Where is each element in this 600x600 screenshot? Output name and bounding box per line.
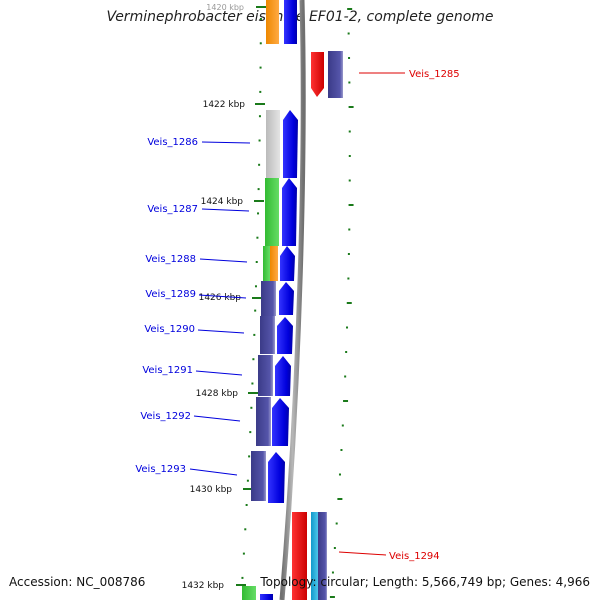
- position-ticks: 1420 kbp 1422 kbp 1424 kbp 1426 kbp 1428…: [182, 3, 266, 591]
- guide-dash: [259, 90, 262, 93]
- guide-dash: [248, 455, 251, 458]
- tick-label: 1424 kbp: [201, 197, 244, 207]
- guide-dash: [257, 212, 260, 215]
- guide-dash: [340, 449, 343, 451]
- guide-dash: [329, 596, 335, 598]
- guide-dash: [331, 571, 334, 574]
- guide-dash: [258, 139, 261, 142]
- gene-label-veis-1287[interactable]: Veis_1287: [147, 204, 198, 215]
- guide-dash: [347, 8, 353, 10]
- forward-gene-blocks[interactable]: [292, 51, 343, 600]
- gene-arrow-veis-1285[interactable]: [311, 52, 324, 97]
- guide-dash: [348, 57, 351, 59]
- gene-label-veis-1291[interactable]: Veis_1291: [142, 365, 193, 376]
- gene-arrow-veis-1293[interactable]: [268, 452, 285, 503]
- outer-tick-dashes: [241, 8, 354, 598]
- tick-label: 1432 kbp: [182, 581, 225, 591]
- guide-dash: [347, 253, 350, 255]
- guide-dash: [254, 285, 257, 288]
- guide-dash: [246, 479, 249, 482]
- guide-dash: [259, 18, 262, 20]
- guide-dash: [338, 473, 341, 476]
- guide-dash: [256, 236, 259, 239]
- guide-dash: [257, 188, 260, 191]
- genome-backbone: [279, 0, 306, 600]
- guide-dash: [259, 66, 262, 69]
- gene-label-veis-1292[interactable]: Veis_1292: [140, 411, 191, 422]
- gene-label-veis-1285[interactable]: Veis_1285: [409, 69, 460, 80]
- guide-dash: [252, 358, 255, 361]
- guide-dash: [258, 163, 261, 166]
- gene-arrow-veis-1286[interactable]: [283, 110, 298, 178]
- tick-label: 1426 kbp: [199, 293, 242, 303]
- guide-dash: [348, 179, 351, 182]
- guide-dash: [348, 228, 351, 231]
- guide-dash: [244, 528, 247, 531]
- guide-dash: [346, 302, 352, 304]
- guide-dash: [258, 115, 261, 118]
- gene-arrow-veis-1291[interactable]: [275, 356, 291, 396]
- gene-arrow-partial[interactable]: [260, 594, 273, 600]
- guide-dash: [249, 431, 252, 434]
- guide-dash: [251, 382, 254, 385]
- gene-label-veis-1289[interactable]: Veis_1289: [145, 289, 196, 300]
- guide-dash: [254, 309, 257, 312]
- guide-dash: [348, 81, 351, 84]
- reverse-gene-arrows[interactable]: [260, 0, 298, 600]
- guide-dash: [347, 277, 350, 280]
- guide-dash: [335, 522, 338, 525]
- guide-dash: [259, 42, 262, 45]
- guide-dash: [343, 400, 349, 402]
- guide-dash: [241, 576, 244, 579]
- gene-arrow-veis-1289[interactable]: [279, 282, 294, 315]
- guide-dash: [347, 32, 350, 35]
- gene-arrow-veis-1292[interactable]: [272, 398, 289, 446]
- guide-dash: [250, 406, 253, 409]
- guide-dash: [348, 106, 354, 108]
- gene-block-veis-1294[interactable]: [292, 512, 307, 600]
- accession-text: Accession: NC_008786: [9, 575, 146, 589]
- guide-dash: [337, 498, 343, 500]
- guide-dash: [333, 547, 336, 549]
- cog-block: [328, 51, 343, 98]
- tick-label: 1420 kbp: [206, 3, 244, 12]
- guide-dash: [346, 326, 349, 329]
- guide-dash: [255, 261, 258, 263]
- guide-dash: [245, 504, 248, 506]
- gene-label-veis-1286[interactable]: Veis_1286: [147, 137, 198, 148]
- tick-label: 1422 kbp: [203, 100, 246, 110]
- cog-block: [311, 512, 319, 600]
- guide-dash: [348, 130, 351, 133]
- genome-summary-text: Topology: circular; Length: 5,566,749 bp…: [260, 575, 590, 589]
- cog-track-reverse: [242, 0, 280, 600]
- guide-dash: [242, 552, 245, 555]
- gene-arrow-veis-1290[interactable]: [277, 317, 293, 354]
- gene-arrow-partial[interactable]: [284, 0, 297, 44]
- tick-label: 1428 kbp: [196, 389, 239, 399]
- guide-dash: [341, 424, 344, 427]
- tick-label: 1430 kbp: [190, 485, 233, 495]
- gene-arrow-veis-1288[interactable]: [280, 246, 295, 281]
- guide-dash: [253, 333, 256, 336]
- gene-labels[interactable]: Veis_1285 Veis_1286 Veis_1287 Veis_1288 …: [135, 69, 459, 562]
- gene-label-veis-1294[interactable]: Veis_1294: [389, 551, 440, 562]
- cog-block: [318, 512, 327, 600]
- gene-label-veis-1288[interactable]: Veis_1288: [145, 254, 196, 265]
- gene-label-veis-1293[interactable]: Veis_1293: [135, 464, 186, 475]
- guide-dash: [345, 351, 348, 353]
- guide-dash: [348, 204, 354, 206]
- guide-dash: [344, 375, 347, 378]
- gene-label-veis-1290[interactable]: Veis_1290: [144, 324, 195, 335]
- gene-arrow-veis-1287[interactable]: [282, 178, 297, 246]
- guide-dash: [348, 155, 351, 157]
